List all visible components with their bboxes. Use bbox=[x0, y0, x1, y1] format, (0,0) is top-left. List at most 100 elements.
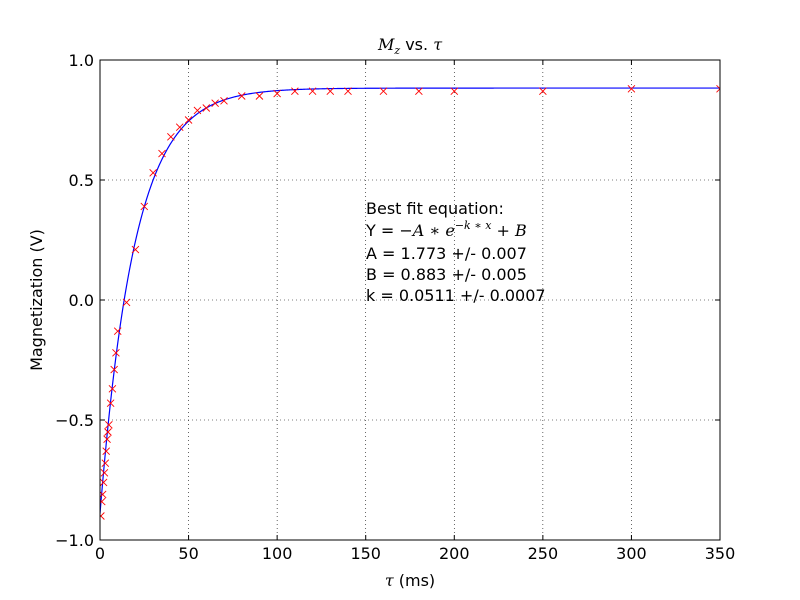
data-point-marker bbox=[175, 123, 184, 132]
marker-stroke bbox=[110, 365, 118, 374]
tick-labels: 0 50 100 150 200 250 300 350 −1.0 −0.5 0.0 0.5 1.0 bbox=[55, 51, 735, 563]
data-point-marker bbox=[140, 202, 149, 211]
marker-stroke bbox=[326, 87, 335, 96]
data-point-marker bbox=[184, 116, 193, 124]
y-tick-label: 1.0 bbox=[69, 51, 94, 70]
data-point-marker bbox=[211, 99, 219, 108]
marker-stroke bbox=[104, 428, 112, 436]
marker-stroke bbox=[175, 123, 184, 132]
marker-stroke bbox=[237, 92, 246, 100]
marker-stroke bbox=[255, 92, 264, 100]
marker-stroke bbox=[122, 298, 131, 307]
data-point-marker bbox=[308, 87, 317, 96]
data-point-marker bbox=[291, 87, 299, 96]
marker-stroke bbox=[158, 149, 166, 158]
data-point-marker bbox=[112, 348, 120, 357]
data-point-marker bbox=[450, 87, 459, 96]
x-tick-label: 50 bbox=[178, 544, 198, 563]
data-point-marker bbox=[100, 478, 108, 487]
y-tick-label: 0.0 bbox=[69, 291, 94, 310]
marker-stroke bbox=[167, 132, 175, 141]
marker-stroke bbox=[184, 116, 193, 124]
chart-title: Mz vs. τ bbox=[377, 35, 443, 57]
data-point-marker bbox=[100, 512, 105, 520]
annotation-eq-exponent: −k ∗ x bbox=[455, 219, 492, 232]
title-subscript: z bbox=[393, 44, 400, 57]
marker-stroke bbox=[100, 478, 108, 487]
marker-stroke bbox=[100, 512, 105, 518]
data-point-marker bbox=[539, 87, 547, 96]
y-tick-label: 0.5 bbox=[69, 171, 94, 190]
marker-stroke bbox=[100, 468, 109, 477]
marker-stroke bbox=[344, 87, 352, 96]
data-point-marker bbox=[106, 399, 115, 408]
marker-stroke bbox=[716, 88, 720, 93]
annotation-line-1: Best fit equation: bbox=[366, 199, 504, 218]
data-point-marker bbox=[193, 106, 202, 115]
marker-stroke bbox=[113, 327, 122, 336]
grid bbox=[100, 60, 720, 540]
annotation-line-k: k = 0.0511 +/- 0.0007 bbox=[366, 286, 546, 305]
annotation-line-a: A = 1.773 +/- 0.007 bbox=[366, 244, 527, 263]
y-axis-label: Magnetization (V) bbox=[27, 229, 46, 371]
marker-stroke bbox=[450, 87, 459, 96]
marker-stroke bbox=[106, 399, 115, 408]
data-point-marker bbox=[379, 87, 388, 96]
annotation-line-b: B = 0.883 +/- 0.005 bbox=[366, 265, 527, 284]
data-point-marker bbox=[716, 84, 720, 93]
data-point-marker bbox=[105, 420, 113, 429]
data-point-marker bbox=[113, 327, 122, 336]
data-point-marker bbox=[131, 245, 140, 254]
data-point-marker bbox=[122, 298, 131, 307]
annotation-equation: Y = −A ∗ e−k ∗ x + B bbox=[365, 219, 527, 240]
marker-stroke bbox=[379, 87, 388, 96]
marker-stroke bbox=[202, 104, 211, 112]
marker-stroke bbox=[415, 87, 423, 96]
marker-stroke bbox=[211, 99, 219, 108]
marker-stroke bbox=[105, 420, 113, 429]
marker-stroke bbox=[100, 497, 106, 505]
marker-stroke bbox=[140, 202, 149, 211]
data-point-marker bbox=[415, 87, 423, 96]
marker-stroke bbox=[308, 87, 317, 96]
data-point-marker bbox=[149, 168, 157, 177]
fit-annotation: Best fit equation: Y = −A ∗ e−k ∗ x + B … bbox=[365, 199, 546, 305]
data-point-marker bbox=[158, 149, 166, 158]
fit-curve bbox=[100, 87, 720, 514]
marker-stroke bbox=[291, 87, 299, 96]
data-points bbox=[100, 84, 720, 520]
title-symbol: M bbox=[377, 35, 395, 54]
marker-stroke bbox=[112, 348, 120, 357]
x-tick-label: 250 bbox=[528, 544, 559, 563]
marker-stroke bbox=[627, 84, 636, 93]
x-tick-label: 350 bbox=[705, 544, 736, 563]
data-point-marker bbox=[104, 428, 112, 436]
data-point-marker bbox=[627, 84, 636, 93]
marker-stroke bbox=[108, 384, 117, 393]
data-point-marker bbox=[344, 87, 352, 96]
annotation-eq-math: −A ∗ e bbox=[399, 221, 454, 240]
marker-stroke bbox=[273, 89, 281, 98]
data-point-marker bbox=[326, 87, 335, 96]
plot-content bbox=[100, 84, 720, 520]
data-point-marker bbox=[108, 384, 117, 393]
data-point-marker bbox=[220, 96, 228, 105]
marker-stroke bbox=[716, 84, 720, 90]
data-point-marker bbox=[102, 447, 111, 456]
data-point-marker bbox=[100, 497, 106, 506]
marker-stroke bbox=[103, 435, 111, 444]
x-tick-label: 200 bbox=[439, 544, 470, 563]
marker-stroke bbox=[101, 459, 110, 468]
title-vs: vs. bbox=[400, 35, 433, 54]
data-point-marker bbox=[101, 459, 110, 468]
annotation-eq-tail: + B bbox=[491, 221, 527, 240]
data-point-marker bbox=[103, 435, 111, 444]
data-point-marker bbox=[273, 89, 281, 98]
x-tick-label: 150 bbox=[350, 544, 381, 563]
data-point-marker bbox=[110, 365, 118, 374]
data-point-marker bbox=[255, 92, 264, 100]
x-tick-label: 0 bbox=[95, 544, 105, 563]
title-tau: τ bbox=[433, 35, 443, 54]
x-axis-unit: (ms) bbox=[394, 571, 436, 590]
data-point-marker bbox=[167, 132, 175, 141]
